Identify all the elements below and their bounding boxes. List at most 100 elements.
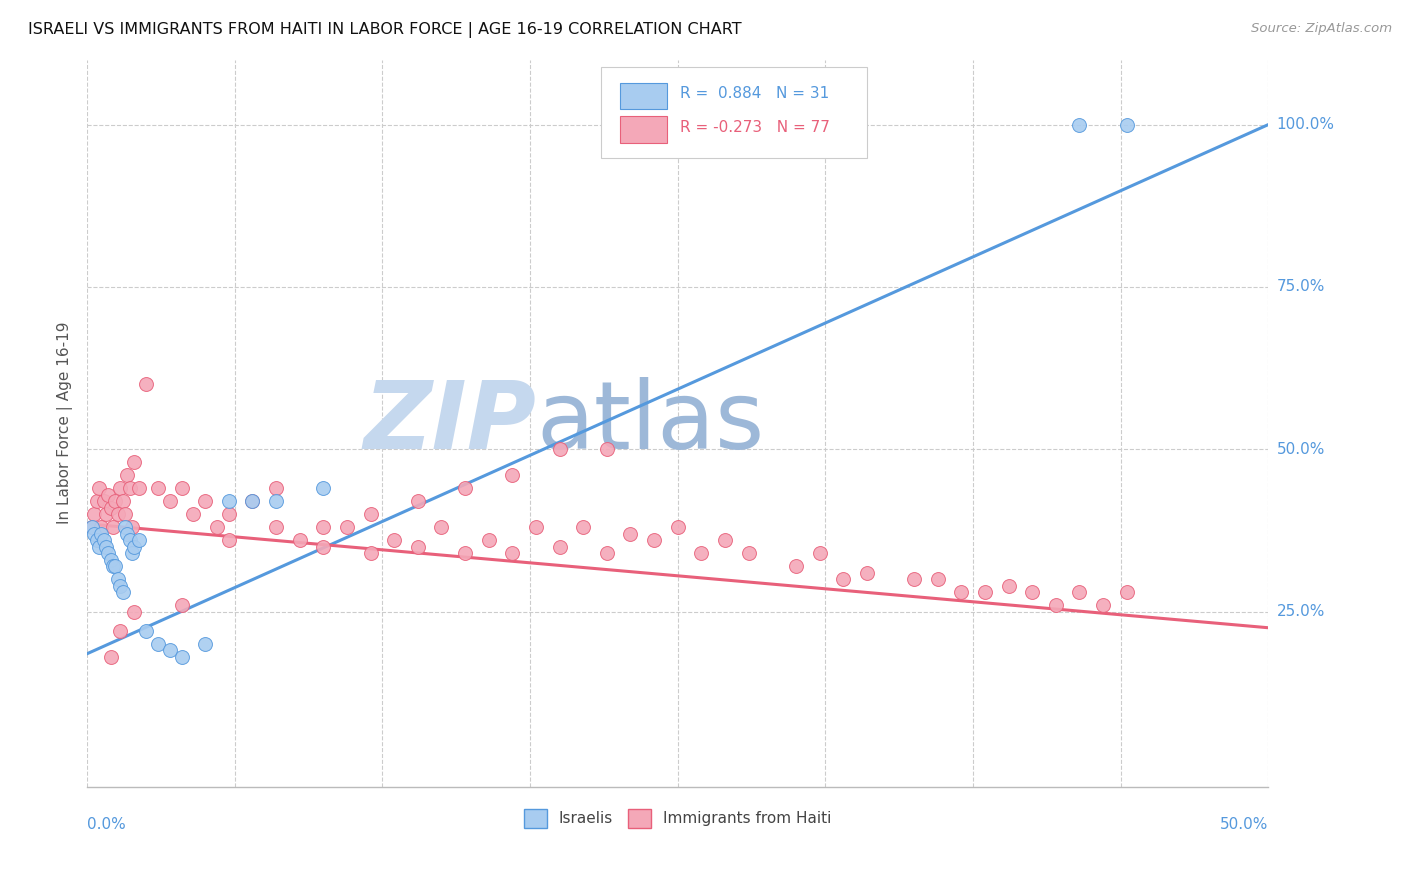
- Point: [124, 455, 146, 469]
- Point: [97, 546, 120, 560]
- Point: [264, 494, 287, 508]
- Point: [108, 578, 131, 592]
- Point: [93, 494, 115, 508]
- Point: [312, 540, 335, 554]
- Point: [406, 494, 429, 508]
- Point: [104, 559, 127, 574]
- Point: [1021, 585, 1043, 599]
- Point: [973, 585, 995, 599]
- Point: [1045, 598, 1067, 612]
- Text: ISRAELI VS IMMIGRANTS FROM HAITI IN LABOR FORCE | AGE 16-19 CORRELATION CHART: ISRAELI VS IMMIGRANTS FROM HAITI IN LABO…: [28, 22, 742, 38]
- Text: atlas: atlas: [536, 377, 765, 469]
- Point: [312, 520, 335, 534]
- Point: [93, 533, 115, 547]
- Legend: Israelis, Immigrants from Haiti: Israelis, Immigrants from Haiti: [517, 803, 838, 834]
- Point: [121, 520, 143, 534]
- Point: [478, 533, 501, 547]
- Point: [218, 507, 240, 521]
- Point: [118, 481, 141, 495]
- Point: [118, 533, 141, 547]
- Y-axis label: In Labor Force | Age 16-19: In Labor Force | Age 16-19: [58, 322, 73, 524]
- Point: [183, 507, 205, 521]
- Text: ZIP: ZIP: [363, 377, 536, 469]
- Point: [950, 585, 973, 599]
- Point: [619, 526, 641, 541]
- Point: [406, 540, 429, 554]
- Point: [1069, 118, 1091, 132]
- Point: [501, 546, 523, 560]
- Point: [86, 533, 108, 547]
- Point: [159, 494, 181, 508]
- Point: [101, 559, 124, 574]
- Point: [100, 650, 122, 665]
- Point: [808, 546, 831, 560]
- Point: [855, 566, 877, 580]
- Point: [128, 481, 150, 495]
- Point: [101, 520, 124, 534]
- Point: [194, 637, 217, 651]
- Point: [454, 481, 477, 495]
- Point: [128, 533, 150, 547]
- Text: 75.0%: 75.0%: [1277, 279, 1324, 294]
- Point: [382, 533, 405, 547]
- Text: 0.0%: 0.0%: [87, 817, 125, 832]
- Point: [94, 540, 117, 554]
- Point: [242, 494, 264, 508]
- Point: [107, 507, 129, 521]
- Point: [121, 546, 143, 560]
- Point: [312, 481, 335, 495]
- Point: [666, 520, 689, 534]
- Point: [146, 637, 169, 651]
- Point: [218, 533, 240, 547]
- Point: [146, 481, 169, 495]
- Point: [83, 526, 105, 541]
- Point: [1115, 585, 1137, 599]
- Point: [90, 526, 112, 541]
- Point: [100, 552, 122, 566]
- Point: [643, 533, 665, 547]
- Point: [108, 624, 131, 638]
- Text: R =  0.884   N = 31: R = 0.884 N = 31: [681, 87, 830, 102]
- Text: 100.0%: 100.0%: [1277, 117, 1334, 132]
- Point: [104, 494, 127, 508]
- Point: [218, 494, 240, 508]
- Point: [170, 598, 193, 612]
- Point: [360, 546, 382, 560]
- Point: [90, 520, 112, 534]
- Point: [194, 494, 217, 508]
- Point: [690, 546, 713, 560]
- Point: [83, 507, 105, 521]
- Point: [501, 468, 523, 483]
- Point: [1115, 118, 1137, 132]
- Point: [107, 572, 129, 586]
- Text: R = -0.273   N = 77: R = -0.273 N = 77: [681, 120, 830, 135]
- Point: [86, 494, 108, 508]
- Point: [170, 650, 193, 665]
- Point: [94, 507, 117, 521]
- Text: 50.0%: 50.0%: [1277, 442, 1324, 457]
- FancyBboxPatch shape: [600, 67, 866, 158]
- Point: [288, 533, 311, 547]
- Point: [572, 520, 595, 534]
- Point: [264, 520, 287, 534]
- Point: [1069, 585, 1091, 599]
- Point: [737, 546, 759, 560]
- Point: [87, 481, 110, 495]
- Point: [205, 520, 228, 534]
- Point: [524, 520, 547, 534]
- FancyBboxPatch shape: [620, 116, 666, 143]
- Point: [1092, 598, 1115, 612]
- Point: [454, 546, 477, 560]
- Point: [108, 481, 131, 495]
- Point: [115, 468, 138, 483]
- Point: [135, 377, 157, 392]
- Point: [548, 442, 571, 457]
- Point: [124, 605, 146, 619]
- Point: [714, 533, 737, 547]
- Point: [114, 520, 136, 534]
- Point: [264, 481, 287, 495]
- FancyBboxPatch shape: [620, 83, 666, 109]
- Point: [80, 520, 103, 534]
- Point: [170, 481, 193, 495]
- Point: [159, 643, 181, 657]
